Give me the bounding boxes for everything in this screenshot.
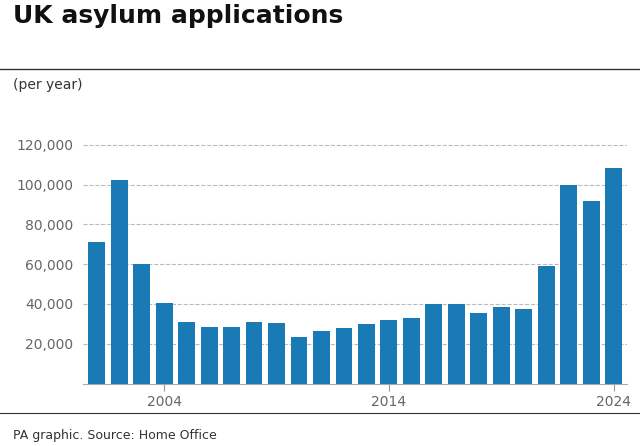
Bar [493,307,509,384]
Bar [358,324,375,384]
Bar [448,305,465,384]
Bar [223,327,240,384]
Bar [291,337,307,384]
Bar [605,169,622,384]
Text: UK asylum applications: UK asylum applications [13,4,343,29]
Bar [561,185,577,384]
Bar [156,303,173,384]
Bar [88,242,105,384]
Text: (per year): (per year) [13,78,83,92]
Bar [246,322,262,384]
Bar [313,331,330,384]
Bar [538,266,555,384]
Bar [133,264,150,384]
Text: PA graphic. Source: Home Office: PA graphic. Source: Home Office [13,429,216,442]
Bar [178,322,195,384]
Bar [470,313,487,384]
Bar [201,327,218,384]
Bar [111,181,127,384]
Bar [426,304,442,384]
Bar [381,320,397,384]
Bar [403,318,420,384]
Bar [583,201,600,384]
Bar [515,309,532,384]
Bar [335,328,353,384]
Bar [268,323,285,384]
